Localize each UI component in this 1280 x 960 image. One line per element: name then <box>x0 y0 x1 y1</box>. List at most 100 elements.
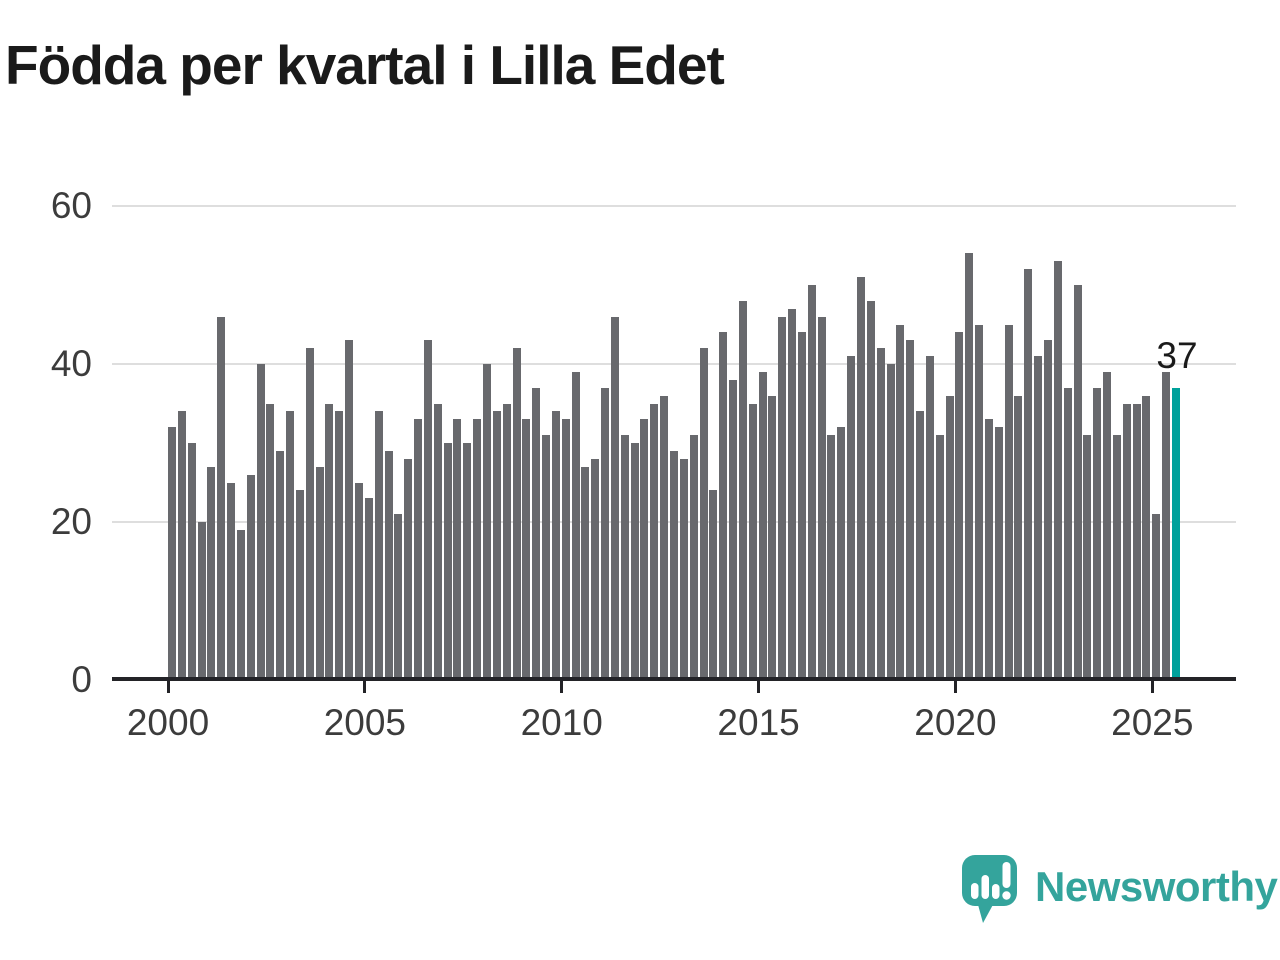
bar <box>709 490 718 680</box>
bar <box>906 340 915 680</box>
bar <box>984 419 993 680</box>
bar <box>965 253 974 680</box>
bar <box>187 443 196 680</box>
bar <box>1063 387 1072 680</box>
x-tick-label-2025: 2025 <box>1111 702 1194 743</box>
bar <box>305 348 314 680</box>
bar <box>423 340 432 680</box>
bar <box>620 435 629 680</box>
bar <box>601 387 610 680</box>
bar <box>1132 403 1141 680</box>
bar <box>719 332 728 680</box>
bar <box>542 435 551 680</box>
bar <box>335 411 344 680</box>
y-tick-label-40: 40 <box>50 343 92 384</box>
x-tick-2025 <box>1150 679 1154 693</box>
bar <box>1053 261 1062 680</box>
bar <box>551 411 560 680</box>
bar <box>955 332 964 680</box>
bar <box>847 356 856 680</box>
bar <box>453 419 462 680</box>
bar <box>669 450 678 680</box>
bar <box>660 395 669 680</box>
bar <box>778 316 787 680</box>
y-tick-label-60: 60 <box>50 185 92 226</box>
bar <box>837 427 846 680</box>
y-tick-label-0: 0 <box>71 659 92 700</box>
bar-value-label: 37 <box>1156 334 1198 376</box>
bar <box>916 411 925 680</box>
bar <box>975 324 984 680</box>
bar <box>276 450 285 680</box>
bar <box>817 316 826 680</box>
bar <box>1073 285 1082 680</box>
bar <box>1093 387 1102 680</box>
bar <box>207 466 216 680</box>
bar <box>512 348 521 680</box>
bar <box>797 332 806 680</box>
bar <box>168 427 176 680</box>
bar <box>532 387 541 680</box>
chart-title: Födda per kvartal i Lilla Edet <box>5 34 725 96</box>
bar <box>650 403 659 680</box>
bar <box>1083 435 1092 680</box>
bar <box>295 490 304 680</box>
bar <box>473 419 482 680</box>
bar <box>227 482 236 680</box>
x-tick-label-2000: 2000 <box>126 702 210 743</box>
bar <box>1152 514 1161 680</box>
bar <box>1024 269 1033 680</box>
bar <box>886 364 895 680</box>
y-tick-label-20: 20 <box>50 501 92 542</box>
bar <box>1112 435 1121 680</box>
x-axis-line <box>112 677 1236 681</box>
bar <box>443 443 452 680</box>
bar <box>738 300 747 680</box>
bar <box>729 379 738 680</box>
bar <box>197 522 206 680</box>
bar <box>1034 356 1043 680</box>
bar <box>994 427 1003 680</box>
bar <box>945 395 954 680</box>
bar <box>482 364 491 680</box>
bar <box>925 356 934 680</box>
bar <box>876 348 885 680</box>
bar <box>345 340 354 680</box>
bar <box>315 466 324 680</box>
bar <box>394 514 403 680</box>
bar <box>866 300 875 680</box>
x-tick-label-2005: 2005 <box>323 702 407 743</box>
bar <box>266 403 275 680</box>
bar <box>1142 395 1151 680</box>
bar <box>571 371 580 680</box>
bar <box>256 364 265 680</box>
bar <box>364 498 373 680</box>
bar <box>236 529 245 680</box>
bar <box>610 316 619 680</box>
x-tick-2015 <box>757 679 761 693</box>
x-tick-label-2020: 2020 <box>914 702 997 743</box>
bar <box>699 348 708 680</box>
newsworthy-logo-text: Newsworthy <box>1035 863 1278 910</box>
bar <box>758 371 767 680</box>
x-tick-2010 <box>560 679 564 693</box>
x-tick-2000 <box>166 679 170 693</box>
bar <box>286 411 295 680</box>
bar <box>414 419 423 680</box>
bar <box>177 411 186 680</box>
bar <box>1044 340 1053 680</box>
x-tick-label-2015: 2015 <box>717 702 800 743</box>
bar <box>768 395 777 680</box>
bar <box>857 277 865 680</box>
bar <box>1103 371 1112 680</box>
bar <box>748 403 757 680</box>
bar <box>581 466 590 680</box>
bar <box>325 403 334 680</box>
bar <box>384 450 393 680</box>
highlighted-bar <box>1171 387 1180 680</box>
bar <box>522 419 531 680</box>
bar <box>640 419 649 680</box>
bar <box>404 458 413 680</box>
bar <box>591 458 600 680</box>
